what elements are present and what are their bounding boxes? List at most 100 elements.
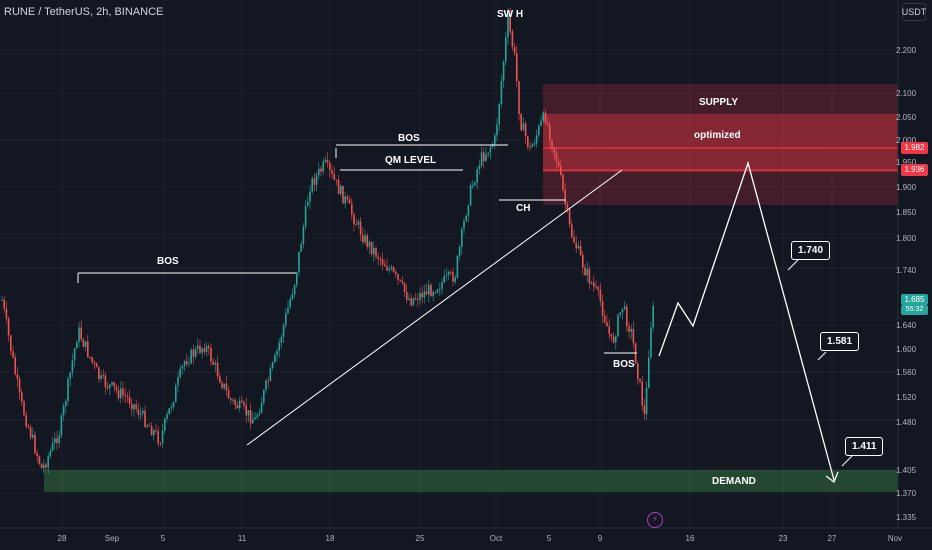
candle-body: [91, 357, 93, 363]
candle-body: [381, 259, 384, 265]
candle-body: [71, 360, 74, 373]
candle-body: [106, 386, 109, 389]
candle-body: [579, 245, 582, 255]
candle-body: [623, 306, 626, 309]
candle-body: [69, 372, 71, 379]
candle-body: [60, 415, 63, 436]
price-tick: 1.560: [896, 368, 917, 377]
candle-body: [432, 292, 434, 297]
candle-body: [456, 255, 459, 278]
candle-body: [293, 284, 296, 295]
candle-body: [555, 152, 558, 162]
candle-body: [238, 400, 241, 409]
candle-body: [467, 205, 470, 216]
candle-body: [595, 286, 597, 288]
candle-body: [359, 221, 362, 235]
candle-body: [474, 182, 476, 186]
candle-body: [282, 325, 285, 337]
candle-body: [144, 410, 146, 427]
candle-body: [568, 209, 571, 225]
candle-body: [452, 272, 454, 282]
price-tick: 1.335: [896, 513, 917, 522]
candle-body: [375, 247, 377, 257]
candle-body: [617, 314, 619, 337]
currency-button[interactable]: USDT: [902, 3, 926, 21]
candle-body: [392, 267, 395, 272]
qm-level-label: QM LEVEL: [385, 155, 437, 166]
candle-body: [267, 380, 269, 382]
candle-body: [186, 361, 188, 365]
candle-body: [544, 112, 547, 123]
lightning-icon[interactable]: ⚡: [647, 512, 663, 528]
candle-body: [27, 426, 30, 428]
candle-body: [221, 382, 223, 388]
candle-body: [148, 425, 151, 427]
candle-body: [454, 277, 456, 282]
candle-body: [560, 166, 562, 175]
candle-body: [362, 234, 364, 243]
candle-body: [170, 406, 173, 409]
candle-body: [575, 242, 577, 249]
candle-body: [590, 282, 593, 284]
time-axis[interactable]: [0, 528, 932, 550]
demand-label: DEMAND: [712, 476, 756, 487]
candle-body: [227, 389, 230, 399]
candle-body: [197, 345, 199, 349]
candle-body: [511, 31, 514, 47]
candle-body: [379, 258, 382, 260]
candle-body: [412, 298, 415, 306]
candle-body: [3, 299, 5, 309]
candle-body: [14, 357, 16, 375]
candle-body: [648, 357, 650, 388]
candle-body: [577, 245, 580, 249]
candle-body: [483, 152, 485, 161]
candle-body: [234, 399, 236, 406]
candle-body: [557, 161, 560, 167]
candle-body: [98, 367, 100, 380]
candle-body: [639, 379, 641, 382]
candle-body: [137, 409, 140, 415]
candle-body: [307, 201, 309, 207]
candle-body: [522, 123, 525, 131]
candle-body: [161, 430, 164, 444]
candle-body: [489, 147, 492, 153]
candle-body: [304, 206, 307, 227]
candle-body: [280, 336, 283, 343]
candle-body: [102, 375, 104, 377]
time-tick: 9: [597, 534, 603, 543]
candle-body: [458, 247, 461, 256]
candlesticks: [1, 7, 654, 475]
candle-body: [87, 341, 89, 357]
candle-body: [16, 374, 19, 380]
candle-body: [430, 284, 432, 297]
candle-body: [40, 463, 43, 469]
price-tick: 1.850: [896, 208, 917, 217]
bos-mid-label: BOS: [398, 133, 420, 144]
candle-body: [309, 191, 311, 202]
candle-body: [599, 289, 602, 302]
candle-body: [56, 438, 58, 444]
swing-high-label: SW H: [497, 9, 524, 20]
price-tick: 1.640: [896, 321, 917, 330]
price-tick: 1.800: [896, 234, 917, 243]
candle-body: [491, 144, 494, 148]
price-tick: 1.740: [896, 266, 917, 275]
candle-body: [249, 410, 252, 424]
time-tick: Sep: [104, 534, 120, 543]
candle-body: [258, 413, 261, 416]
candle-body: [593, 282, 595, 287]
lower-level-badge: 1.936: [901, 164, 928, 176]
candle-body: [401, 280, 404, 283]
candle-body: [124, 395, 126, 397]
price-axis[interactable]: [898, 0, 932, 528]
candle-body: [274, 355, 276, 363]
price-tick: 2.100: [896, 89, 917, 98]
candle-body: [139, 413, 142, 415]
candle-body: [38, 456, 41, 464]
candle-body: [188, 363, 190, 365]
candle-body: [329, 162, 331, 170]
candle-body: [135, 404, 137, 410]
candle-body: [476, 169, 478, 183]
candle-body: [584, 267, 586, 276]
